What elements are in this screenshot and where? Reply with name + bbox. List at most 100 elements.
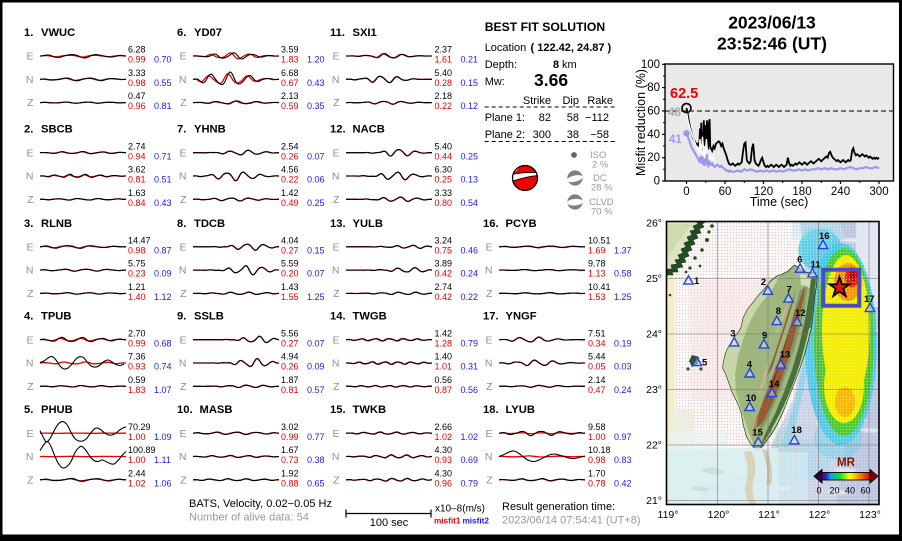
svg-text:2.74: 2.74 (435, 282, 453, 292)
svg-text:1.25: 1.25 (307, 292, 325, 302)
svg-text:Plane 1:: Plane 1: (485, 112, 525, 124)
svg-text:0.34: 0.34 (588, 338, 606, 348)
svg-text:0.47: 0.47 (128, 91, 146, 101)
svg-text:0.83: 0.83 (614, 455, 632, 465)
svg-text:E: E (485, 428, 492, 440)
svg-text:6.28: 6.28 (128, 45, 146, 55)
svg-text:3.02: 3.02 (281, 422, 299, 432)
svg-text:1.55: 1.55 (281, 292, 299, 302)
svg-text:1.42: 1.42 (435, 328, 453, 338)
svg-text:13.: 13. (330, 218, 346, 230)
svg-text:0.03: 0.03 (614, 362, 632, 372)
svg-text:1.43: 1.43 (281, 282, 299, 292)
svg-text:SXI1: SXI1 (353, 27, 377, 39)
svg-text:0.07: 0.07 (307, 151, 325, 161)
svg-text:0: 0 (683, 186, 689, 198)
svg-text:0.79: 0.79 (461, 478, 479, 488)
svg-text:1.69: 1.69 (588, 245, 606, 255)
svg-text:40: 40 (845, 486, 855, 496)
svg-text:YULB: YULB (353, 218, 383, 230)
svg-text:0.46: 0.46 (461, 245, 479, 255)
svg-text:4.: 4. (24, 311, 33, 323)
svg-text:0.81: 0.81 (128, 175, 146, 185)
svg-text:6.: 6. (177, 27, 186, 39)
svg-text:0.99: 0.99 (128, 338, 146, 348)
svg-text:120: 120 (754, 186, 773, 198)
svg-text:TWGB: TWGB (353, 311, 387, 323)
svg-text:38: 38 (567, 129, 579, 141)
svg-text:2: 2 (761, 277, 766, 288)
svg-text:58: 58 (567, 112, 579, 124)
svg-text:122°: 122° (809, 509, 831, 521)
svg-text:0.42: 0.42 (435, 292, 453, 302)
svg-text:0.70: 0.70 (154, 55, 172, 65)
svg-text:1.00: 1.00 (588, 432, 606, 442)
svg-text:14.: 14. (330, 311, 346, 323)
svg-text:0.93: 0.93 (435, 455, 453, 465)
svg-text:1.67: 1.67 (281, 445, 299, 455)
svg-text:Misfit reduction (%): Misfit reduction (%) (634, 69, 648, 176)
svg-text:10.51: 10.51 (588, 235, 611, 245)
svg-text:Z: Z (486, 474, 493, 486)
svg-text:1.00: 1.00 (128, 455, 146, 465)
svg-text:misfit1: misfit1 (434, 517, 461, 526)
svg-text:SSLB: SSLB (194, 311, 224, 323)
svg-text:E: E (26, 51, 33, 63)
svg-text:100.89: 100.89 (128, 445, 156, 455)
svg-text:misfit2: misfit2 (463, 517, 490, 526)
svg-text:0.69: 0.69 (461, 455, 479, 465)
svg-text:0.35: 0.35 (307, 101, 325, 111)
svg-text:0.47: 0.47 (588, 385, 606, 395)
svg-text:Z: Z (180, 288, 187, 300)
svg-text:0.98: 0.98 (128, 78, 146, 88)
svg-text:2.14: 2.14 (588, 375, 606, 385)
svg-text:10.: 10. (177, 404, 193, 416)
svg-text:3.24: 3.24 (435, 235, 453, 245)
svg-text:0: 0 (816, 486, 821, 496)
svg-text:0.77: 0.77 (307, 432, 325, 442)
svg-text:5.44: 5.44 (588, 352, 606, 362)
svg-text:N: N (485, 358, 493, 370)
svg-text:0.59: 0.59 (128, 375, 146, 385)
svg-text:CLVD: CLVD (589, 197, 614, 208)
svg-text:12.: 12. (330, 124, 346, 136)
svg-text:N: N (179, 74, 187, 86)
svg-text:Result generation time:: Result generation time: (502, 501, 615, 513)
svg-text:1.87: 1.87 (281, 375, 299, 385)
svg-text:E: E (179, 334, 186, 346)
svg-text:2 %: 2 % (592, 160, 609, 171)
svg-text:0.42: 0.42 (614, 478, 632, 488)
svg-text:0.21: 0.21 (461, 55, 479, 65)
svg-text:N: N (332, 451, 340, 463)
svg-text:1.61: 1.61 (435, 55, 453, 65)
svg-text:0.25: 0.25 (435, 175, 453, 185)
svg-text:0.99: 0.99 (128, 55, 146, 65)
svg-text:14: 14 (769, 379, 780, 390)
svg-text:8: 8 (553, 59, 559, 71)
svg-text:15: 15 (752, 428, 763, 439)
svg-text:Z: Z (180, 474, 187, 486)
svg-text:0.27: 0.27 (281, 338, 299, 348)
svg-text:0.12: 0.12 (461, 101, 479, 111)
svg-text:5.56: 5.56 (281, 328, 299, 338)
svg-text:23:52:46 (UT): 23:52:46 (UT) (717, 34, 827, 54)
svg-text:0.25: 0.25 (307, 198, 325, 208)
svg-text:0.09: 0.09 (154, 269, 172, 279)
svg-text:3.89: 3.89 (435, 259, 453, 269)
svg-text:YHNB: YHNB (194, 124, 226, 136)
svg-text:0.94: 0.94 (128, 151, 146, 161)
svg-text:1.01: 1.01 (435, 362, 453, 372)
svg-text:2023/06/14 07:54:41 (UT+8): 2023/06/14 07:54:41 (UT+8) (502, 515, 641, 527)
svg-text:6.68: 6.68 (281, 68, 299, 78)
svg-text:RLNB: RLNB (41, 218, 72, 230)
svg-text:123°: 123° (859, 509, 881, 521)
svg-text:Z: Z (27, 194, 34, 206)
svg-text:N: N (26, 451, 34, 463)
svg-text:1.09: 1.09 (154, 432, 172, 442)
svg-text:N: N (485, 451, 493, 463)
svg-text:5.40: 5.40 (435, 68, 453, 78)
svg-text:0.42: 0.42 (435, 269, 453, 279)
svg-text:1.07: 1.07 (154, 385, 172, 395)
svg-text:4.94: 4.94 (281, 352, 299, 362)
svg-text:0.59: 0.59 (281, 101, 299, 111)
